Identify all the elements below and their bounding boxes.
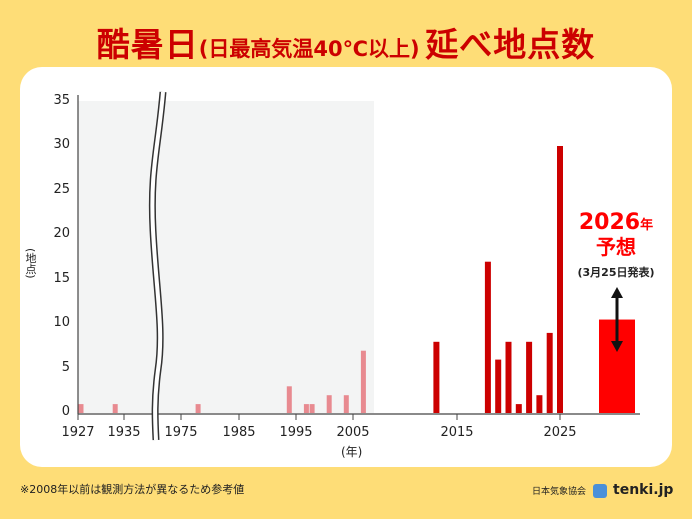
- bar-2001: [326, 395, 332, 413]
- bar-2020: [505, 341, 512, 413]
- y-tick-label: 10: [53, 315, 70, 330]
- credit-brand: tenki.jp: [613, 482, 674, 498]
- bar-2013: [433, 341, 440, 413]
- credit: 日本気象協会 tenki.jp: [532, 482, 673, 498]
- forecast-note: (3月25日発表): [577, 266, 655, 279]
- bar-1998: [309, 404, 315, 413]
- bar-2018: [484, 261, 491, 413]
- credit-org: 日本気象協会: [532, 487, 587, 497]
- x-tick-label: 1995: [279, 425, 313, 440]
- x-tick-label: 1985: [222, 425, 256, 440]
- x-axis-unit: (年): [341, 445, 363, 459]
- tenki-logo-icon: [592, 484, 607, 498]
- x-tick-label: 1927: [61, 425, 95, 440]
- reference-area: [78, 101, 374, 413]
- bar-2022: [526, 341, 533, 413]
- x-tick-label: 2015: [440, 425, 474, 440]
- y-tick-label: 5: [61, 359, 70, 375]
- bar-2021: [515, 404, 522, 413]
- forecast-label: 2026年 予想: [578, 210, 654, 259]
- x-tick-label: 2005: [336, 425, 370, 440]
- y-tick-label: 20: [53, 226, 70, 241]
- y-tick-label: 0: [61, 404, 70, 419]
- bar-2023: [536, 395, 543, 413]
- bar-1997: [303, 404, 309, 413]
- title-main: 酷暑日: [96, 25, 199, 64]
- title-tail: 延べ地点数: [425, 25, 596, 64]
- forecast-text: 予想: [596, 235, 636, 259]
- bar-2019: [495, 359, 502, 413]
- bar-1933: [112, 404, 118, 413]
- bar-2024: [546, 332, 553, 413]
- bar-2004: [343, 395, 349, 413]
- bar-2007: [360, 350, 366, 413]
- bar-2025: [557, 146, 563, 413]
- forecast-year: 2026: [578, 210, 641, 235]
- footnote: ※2008年以前は観測方法が異なるため参考値: [20, 483, 245, 496]
- y-tick-label: 30: [53, 137, 70, 152]
- y-tick-label: 15: [53, 270, 70, 286]
- bar-1978: [195, 404, 201, 413]
- y-tick-label: 25: [53, 181, 70, 197]
- bar-1994: [286, 386, 292, 413]
- title-sub: (日最高気温40℃以上): [198, 37, 420, 61]
- chart-title: 酷暑日(日最高気温40℃以上) 延べ地点数: [0, 18, 692, 66]
- x-tick-label: 1935: [107, 425, 141, 440]
- x-tick-label: 2025: [543, 425, 577, 440]
- y-tick-label: 35: [53, 92, 70, 108]
- bar-1927: [78, 404, 84, 413]
- y-axis-label: (地点): [24, 248, 37, 279]
- x-tick-label: 1975: [164, 425, 198, 440]
